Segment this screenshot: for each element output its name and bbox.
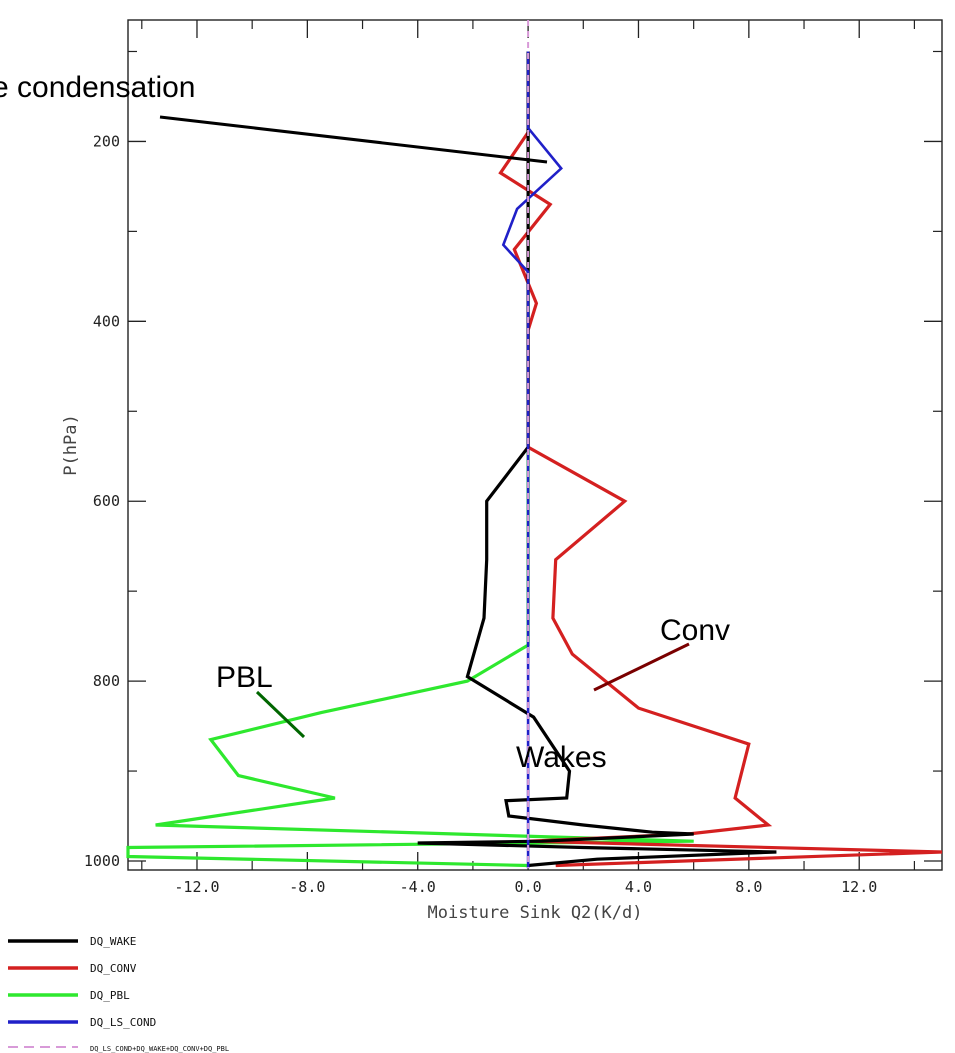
legend-label: DQ_LS_COND+DQ_WAKE+DQ_CONV+DQ_PBL xyxy=(90,1045,229,1053)
x-tick-label: 12.0 xyxy=(841,878,877,896)
x-tick-label: 8.0 xyxy=(735,878,762,896)
series-line-dq-pbl xyxy=(126,51,694,868)
annotation-arrow-pbl xyxy=(255,690,306,739)
legend-label: DQ_LS_COND xyxy=(90,1016,156,1029)
series-line-dq-conv xyxy=(498,51,943,868)
y-tick-label: 1000 xyxy=(84,852,120,870)
y-tick-label: 600 xyxy=(93,492,120,510)
axis-ticks: -12.0 -8.0 -4.0 0.0 4.0 8.0 12.0 200 400 600 800 10… xyxy=(84,20,942,896)
legend-label: DQ_PBL xyxy=(90,989,130,1002)
x-tick-label: -12.0 xyxy=(174,878,219,896)
legend-label: DQ_CONV xyxy=(90,962,137,975)
legend-label: DQ_WAKE xyxy=(90,935,136,948)
y-tick-label: 800 xyxy=(93,672,120,690)
x-tick-label: -8.0 xyxy=(289,878,325,896)
series-line-dq-wake xyxy=(417,51,777,868)
y-tick-label: 400 xyxy=(93,312,120,330)
annotation-label-pbl: PBL xyxy=(216,661,273,694)
y-tick-label: 200 xyxy=(93,132,120,150)
annotation-label-conv: Conv xyxy=(660,614,730,647)
annotation-label-condensation: e condensation xyxy=(0,71,196,104)
legend: DQ_WAKE DQ_CONV DQ_PBL DQ_LS_COND DQ_LS_COND… xyxy=(8,935,229,1053)
annotation-arrow-condensation xyxy=(159,115,548,164)
y-axis-title: P(hPa) xyxy=(61,414,81,475)
plot-frame xyxy=(127,19,943,871)
series-lines xyxy=(126,20,943,869)
x-tick-label: -4.0 xyxy=(400,878,436,896)
annotation-label-wakes: Wakes xyxy=(516,741,607,774)
annotation-arrow-conv xyxy=(593,642,690,692)
x-axis-title: Moisture Sink Q2(K/d) xyxy=(428,903,643,923)
series-line-dq-ls-cond xyxy=(501,51,563,869)
x-tick-label: 4.0 xyxy=(625,878,652,896)
x-tick-label: 0.0 xyxy=(515,878,542,896)
